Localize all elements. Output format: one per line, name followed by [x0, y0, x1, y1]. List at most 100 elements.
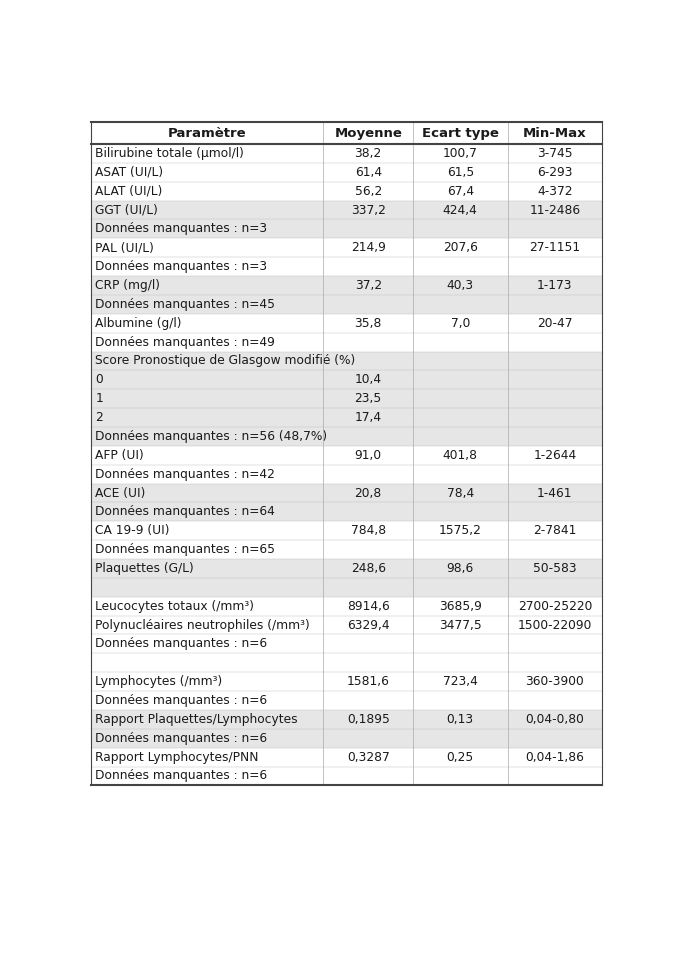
Bar: [91, 314, 602, 332]
Bar: [91, 201, 602, 219]
Bar: [91, 238, 602, 257]
Text: Leucocytes totaux (/mm³): Leucocytes totaux (/mm³): [95, 600, 254, 612]
Text: 1581,6: 1581,6: [347, 675, 389, 688]
Text: ALAT (UI/L): ALAT (UI/L): [95, 185, 163, 198]
Text: PAL (UI/L): PAL (UI/L): [95, 241, 154, 254]
Text: CA 19-9 (UI): CA 19-9 (UI): [95, 524, 170, 537]
Bar: [91, 748, 602, 766]
Text: 17,4: 17,4: [355, 411, 382, 424]
Text: 207,6: 207,6: [443, 241, 478, 254]
Text: Données manquantes : n=45: Données manquantes : n=45: [95, 297, 275, 311]
Text: 8914,6: 8914,6: [347, 600, 389, 612]
Text: 23,5: 23,5: [355, 392, 382, 405]
Text: 6329,4: 6329,4: [347, 618, 389, 632]
Bar: [91, 615, 602, 635]
Text: 3477,5: 3477,5: [439, 618, 481, 632]
Text: Rapport Plaquettes/Lymphocytes: Rapport Plaquettes/Lymphocytes: [95, 713, 298, 726]
Bar: [91, 766, 602, 786]
Bar: [91, 503, 602, 521]
Text: GGT (UI/L): GGT (UI/L): [95, 203, 158, 216]
Text: Paramètre: Paramètre: [168, 127, 246, 140]
Text: 0,04-1,86: 0,04-1,86: [525, 751, 584, 764]
Bar: [91, 484, 602, 503]
Text: ASAT (UI/L): ASAT (UI/L): [95, 166, 164, 179]
Text: 401,8: 401,8: [443, 449, 478, 462]
Text: 11-2486: 11-2486: [529, 203, 581, 216]
Text: 2700-25220: 2700-25220: [518, 600, 592, 612]
Text: 0: 0: [95, 373, 103, 387]
Bar: [91, 521, 602, 540]
Bar: [91, 427, 602, 446]
Bar: [91, 219, 602, 238]
Bar: [91, 390, 602, 408]
Bar: [91, 710, 602, 729]
Text: 1-461: 1-461: [537, 486, 573, 499]
Bar: [91, 257, 602, 276]
Text: Score Pronostique de Glasgow modifié (%): Score Pronostique de Glasgow modifié (%): [95, 355, 356, 367]
Text: 248,6: 248,6: [351, 562, 386, 575]
Text: 37,2: 37,2: [355, 279, 382, 292]
Text: 0,3287: 0,3287: [347, 751, 389, 764]
Bar: [91, 144, 602, 163]
Bar: [91, 465, 602, 484]
Text: 67,4: 67,4: [447, 185, 474, 198]
Text: 0,04-0,80: 0,04-0,80: [525, 713, 584, 726]
Text: 1500-22090: 1500-22090: [518, 618, 592, 632]
Text: ACE (UI): ACE (UI): [95, 486, 146, 499]
Bar: [91, 276, 602, 295]
Text: 3-745: 3-745: [537, 147, 573, 160]
Text: 3685,9: 3685,9: [439, 600, 482, 612]
Bar: [91, 635, 602, 653]
Text: Rapport Lymphocytes/PNN: Rapport Lymphocytes/PNN: [95, 751, 259, 764]
Text: 0,1895: 0,1895: [347, 713, 389, 726]
Bar: [91, 729, 602, 748]
Text: Lymphocytes (/mm³): Lymphocytes (/mm³): [95, 675, 222, 688]
Bar: [91, 559, 602, 578]
Bar: [91, 163, 602, 182]
Bar: [91, 295, 602, 314]
Text: Polynucléaires neutrophiles (/mm³): Polynucléaires neutrophiles (/mm³): [95, 618, 310, 632]
Text: CRP (mg/l): CRP (mg/l): [95, 279, 160, 292]
Text: Données manquantes : n=6: Données manquantes : n=6: [95, 769, 268, 783]
Text: 337,2: 337,2: [351, 203, 385, 216]
Text: 27-1151: 27-1151: [529, 241, 581, 254]
Bar: [91, 408, 602, 427]
Bar: [91, 182, 602, 201]
Text: 40,3: 40,3: [447, 279, 474, 292]
Text: 50-583: 50-583: [533, 562, 577, 575]
Text: 424,4: 424,4: [443, 203, 478, 216]
Bar: [91, 446, 602, 465]
Text: 20-47: 20-47: [537, 317, 573, 329]
Text: 56,2: 56,2: [355, 185, 382, 198]
Text: Bilirubine totale (μmol/l): Bilirubine totale (μmol/l): [95, 147, 244, 160]
Text: Données manquantes : n=6: Données manquantes : n=6: [95, 694, 268, 707]
Text: 2-7841: 2-7841: [533, 524, 577, 537]
Bar: [91, 653, 602, 672]
Text: Données manquantes : n=3: Données manquantes : n=3: [95, 223, 268, 235]
Text: 35,8: 35,8: [354, 317, 382, 329]
Bar: [91, 597, 602, 615]
Text: 2: 2: [95, 411, 103, 424]
Bar: [91, 578, 602, 597]
Bar: [91, 672, 602, 691]
Text: Moyenne: Moyenne: [334, 127, 402, 140]
Text: Albumine (g/l): Albumine (g/l): [95, 317, 182, 329]
Text: AFP (UI): AFP (UI): [95, 449, 144, 462]
Text: 61,4: 61,4: [355, 166, 382, 179]
Text: 7,0: 7,0: [451, 317, 470, 329]
Text: Données manquantes : n=64: Données manquantes : n=64: [95, 506, 275, 518]
Text: 98,6: 98,6: [447, 562, 474, 575]
Text: 10,4: 10,4: [355, 373, 382, 387]
Text: Données manquantes : n=3: Données manquantes : n=3: [95, 260, 268, 273]
Text: 78,4: 78,4: [447, 486, 474, 499]
Text: 100,7: 100,7: [443, 147, 478, 160]
Bar: [91, 691, 602, 710]
Text: 38,2: 38,2: [355, 147, 382, 160]
Text: Ecart type: Ecart type: [422, 127, 499, 140]
Bar: [91, 540, 602, 559]
Text: 61,5: 61,5: [447, 166, 474, 179]
Text: Données manquantes : n=6: Données manquantes : n=6: [95, 638, 268, 650]
Text: 6-293: 6-293: [537, 166, 573, 179]
Text: 1-2644: 1-2644: [533, 449, 577, 462]
Bar: [91, 370, 602, 390]
